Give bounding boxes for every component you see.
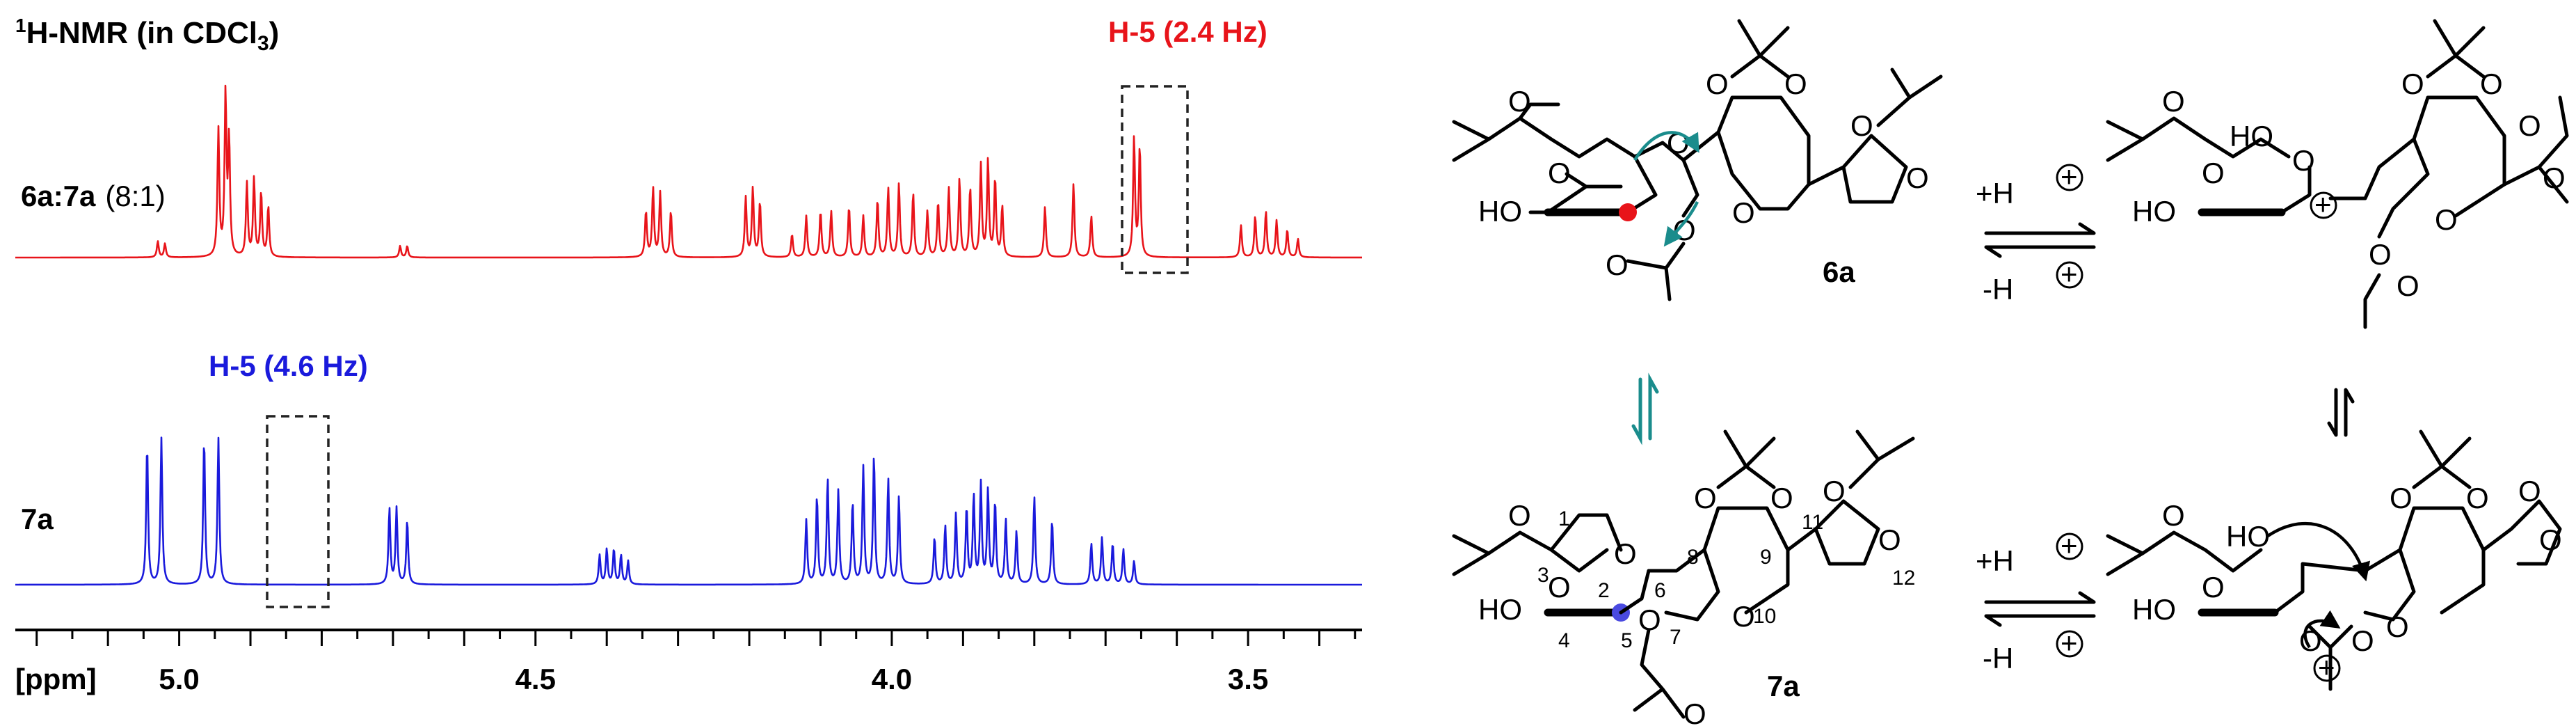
compound-label-7a: 7a [1767,670,1800,702]
svg-text:12: 12 [1892,567,1915,590]
svg-text:O: O [1906,161,1929,194]
svg-text:O: O [1694,482,1717,514]
svg-text:+: + [2061,258,2078,290]
structure-6a: O O HO O O O O O O O O 6a [1452,19,1943,301]
svg-text:5: 5 [1621,629,1633,652]
svg-text:6: 6 [1654,579,1666,602]
svg-text:O: O [2518,475,2541,507]
svg-text:O: O [1508,85,1531,118]
svg-text:+: + [2061,626,2078,659]
svg-text:2: 2 [1598,579,1610,602]
nmr-panel: 1H-NMR (in CDCl3) H-5 (2.4 Hz) H-5 (4.6 … [15,15,1363,695]
x-axis-unit: [ppm] [15,663,97,695]
nmr-title: 1H-NMR (in CDCl3) [15,15,279,55]
svg-text:O: O [1732,600,1755,633]
protonation-label-top: +H [1976,177,2014,210]
svg-text:O: O [2202,571,2225,603]
svg-text:3: 3 [1537,564,1549,587]
spectrum-top-label: 6a:7a (8:1) [21,180,166,212]
h5-highlight-box-top [1121,85,1189,274]
svg-text:O: O [2390,482,2413,514]
h5-annotation-bottom: H-5 (4.6 Hz) [209,349,368,382]
svg-text:O: O [1823,475,1846,507]
compound-label-6a: 6a [1823,255,1855,288]
svg-text:4: 4 [1558,629,1570,652]
svg-text:O: O [2202,157,2225,189]
deprotonation-label-bottom: -H [1983,642,2013,674]
svg-text:O: O [2292,144,2315,177]
svg-text:HO: HO [1478,195,1522,228]
svg-text:O: O [2299,624,2322,657]
x-axis-tick-label: 4.0 [872,663,912,695]
h5-highlight-box-bottom [266,415,330,608]
svg-text:O: O [2369,238,2392,271]
svg-text:+: + [2061,529,2078,562]
svg-text:8: 8 [1687,546,1699,569]
svg-text:O: O [2386,610,2409,643]
svg-text:O: O [1850,109,1873,142]
deprotonation-label-top: -H [1983,273,2013,306]
svg-text:10: 10 [1753,605,1776,628]
svg-text:O: O [1614,537,1637,570]
svg-text:7: 7 [1670,626,1681,649]
svg-text:O: O [2351,624,2374,657]
spectrum-bottom-label: 7a [21,503,54,535]
svg-text:+: + [2061,160,2078,193]
svg-text:HO: HO [1478,593,1522,626]
c5-highlight-6a [1619,203,1637,221]
x-axis-ticks: 5.0 4.5 4.0 3.5 [35,630,1357,695]
equilibrium-arrows: +H -H + + +H -H + + [1631,160,2355,674]
svg-text:O: O [2162,85,2185,118]
structure-7a: O O O HO O O O O O O O 1 2 3 4 5 6 7 8 9… [1452,429,1915,726]
svg-text:HO: HO [2132,195,2176,228]
spectrum-trace-7a [15,436,1363,586]
svg-text:O: O [2397,269,2419,302]
svg-text:O: O [1784,68,1807,100]
svg-text:O: O [2518,109,2541,142]
structure-orthoester: O O HO HO O O O + O O O O [2106,429,2562,691]
svg-text:O: O [1683,697,1706,726]
svg-text:O: O [2435,203,2458,236]
svg-text:O: O [2539,523,2562,556]
svg-text:O: O [1508,499,1531,532]
svg-text:9: 9 [1760,546,1772,569]
svg-text:O: O [1732,196,1755,229]
svg-text:1: 1 [1558,507,1570,530]
svg-text:O: O [1606,248,1629,281]
svg-text:O: O [2401,68,2424,100]
svg-text:11: 11 [1802,511,1823,534]
x-axis-tick-label: 4.5 [515,663,556,695]
svg-text:O: O [2162,499,2185,532]
svg-text:O: O [1706,68,1729,100]
x-axis-tick-label: 3.5 [1228,663,1268,695]
protonation-label-bottom: +H [1976,544,2014,577]
svg-text:O: O [2543,161,2566,194]
svg-text:O: O [1548,571,1571,603]
h5-annotation-top: H-5 (2.4 Hz) [1108,15,1267,48]
svg-text:HO: HO [2226,520,2270,553]
x-axis-tick-label: 5.0 [159,663,199,695]
svg-text:HO: HO [2230,120,2273,152]
svg-text:O: O [2480,68,2503,100]
svg-text:HO: HO [2132,593,2176,626]
svg-text:+: + [2318,651,2335,684]
spectrum-trace-6a-7a [15,84,1363,259]
svg-text:O: O [1878,523,1901,556]
structure-oxocarbenium: O O HO HO O + O O O O O O O [2106,19,2569,329]
svg-text:+: + [2314,188,2332,221]
